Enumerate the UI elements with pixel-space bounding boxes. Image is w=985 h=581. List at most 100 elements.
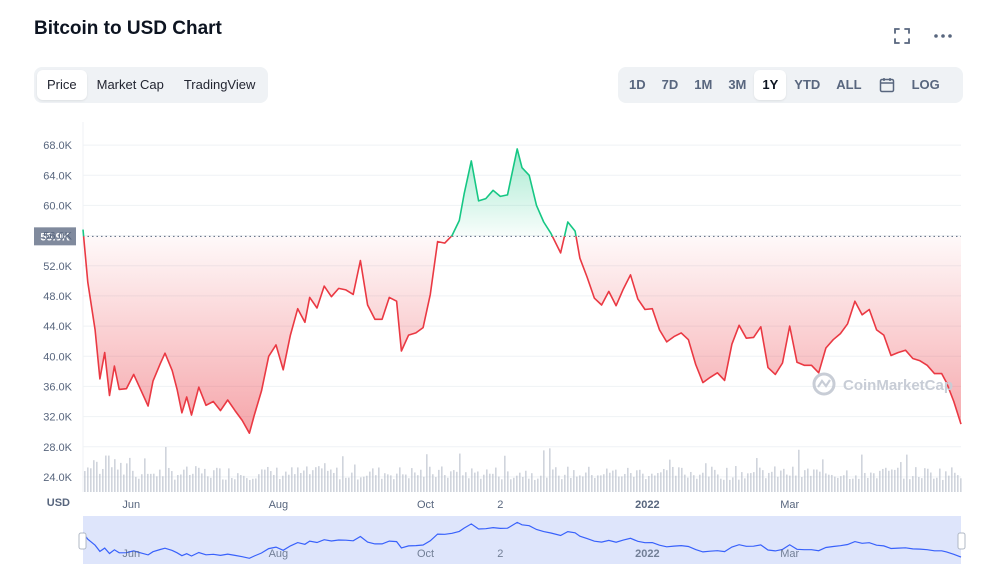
range-7d[interactable]: 7D xyxy=(661,77,679,92)
volume-bar xyxy=(492,473,494,492)
volume-bar xyxy=(777,476,779,492)
volume-bar xyxy=(660,472,662,492)
tab-price[interactable]: Price xyxy=(37,70,87,100)
more-horizontal-icon[interactable] xyxy=(932,26,954,46)
volume-bar xyxy=(531,473,533,492)
y-tick-label: 60.0K xyxy=(43,200,72,212)
volume-bar xyxy=(399,467,401,492)
volume-bar xyxy=(159,469,161,492)
volume-bar xyxy=(927,468,929,492)
volume-bar xyxy=(123,474,125,492)
y-tick-label: 64.0K xyxy=(43,170,72,182)
volume-bar xyxy=(318,466,320,492)
volume-bar xyxy=(234,479,236,492)
volume-bar xyxy=(312,470,314,492)
volume-bar xyxy=(603,474,605,492)
volume-bar xyxy=(198,467,200,492)
tab-market-cap[interactable]: Market Cap xyxy=(96,77,164,92)
volume-bar xyxy=(666,470,668,492)
volume-bar xyxy=(816,469,818,492)
volume-bar xyxy=(423,476,425,492)
volume-bar xyxy=(735,466,737,492)
range-1d[interactable]: 1D xyxy=(629,77,646,92)
volume-bar xyxy=(576,476,578,492)
navigator-line xyxy=(82,521,962,559)
volume-bar xyxy=(417,475,419,492)
log-scale-toggle[interactable]: LOG xyxy=(911,77,940,92)
volume-bar xyxy=(501,479,503,492)
volume-bar xyxy=(303,470,305,492)
volume-bar xyxy=(87,467,89,492)
volume-bar xyxy=(708,476,710,492)
volume-bar xyxy=(390,475,392,492)
volume-bar xyxy=(93,460,95,492)
volume-bar xyxy=(180,474,182,492)
fullscreen-icon[interactable] xyxy=(892,26,912,46)
volume-bar xyxy=(378,467,380,492)
volume-bar xyxy=(951,467,953,492)
navigator-right-handle[interactable] xyxy=(957,532,966,550)
volume-bar xyxy=(783,468,785,492)
volume-bar xyxy=(624,473,626,492)
volume-bar xyxy=(552,469,554,492)
range-ytd[interactable]: YTD xyxy=(794,77,821,92)
y-tick-label: 40.0K xyxy=(43,351,72,363)
volume-bar xyxy=(138,478,140,492)
volume-bar xyxy=(672,466,674,492)
calendar-icon[interactable] xyxy=(876,70,898,100)
volume-bar xyxy=(270,471,272,492)
price-area xyxy=(83,148,961,434)
volume-bar xyxy=(693,475,695,492)
volume-bar xyxy=(897,467,899,492)
volume-bar xyxy=(438,469,440,492)
volume-bar xyxy=(261,469,263,492)
volume-bar xyxy=(348,477,350,492)
volume-bar xyxy=(621,476,623,492)
volume-bar xyxy=(546,477,548,492)
navigator-left-handle[interactable] xyxy=(78,532,87,550)
volume-bar xyxy=(165,447,167,492)
range-3m[interactable]: 3M xyxy=(728,77,747,92)
tab-tradingview[interactable]: TradingView xyxy=(183,77,256,92)
volume-bar xyxy=(957,475,959,492)
volume-bar xyxy=(933,478,935,492)
volume-bar xyxy=(252,478,254,492)
volume-bar xyxy=(711,466,713,492)
volume-bar xyxy=(567,466,569,492)
volume-bar xyxy=(705,463,707,492)
volume-bar xyxy=(861,454,863,492)
y-tick-label: 44.0K xyxy=(43,321,72,333)
range-all[interactable]: ALL xyxy=(836,77,862,92)
range-tabs: 1D 7D 1M 3M 1Y YTD ALL LOG xyxy=(618,67,963,103)
volume-bar xyxy=(177,474,179,492)
range-navigator[interactable]: Jun Aug Oct 2 2022 Mar xyxy=(78,516,966,564)
volume-bar xyxy=(258,474,260,492)
volume-bar xyxy=(459,453,461,492)
volume-bar xyxy=(873,473,875,492)
volume-bar xyxy=(594,477,596,492)
range-1y[interactable]: 1Y xyxy=(754,70,787,100)
x-tick-label: 2 xyxy=(497,499,503,511)
navigator-x-label: Mar xyxy=(780,548,799,560)
volume-bar xyxy=(582,476,584,492)
volume-bar xyxy=(858,478,860,492)
volume-bar xyxy=(534,479,536,492)
volume-bar xyxy=(450,471,452,492)
volume-bar xyxy=(408,478,410,492)
volume-bar xyxy=(750,473,752,492)
price-chart[interactable]: 55.9K 24.0K 28.0K 32.0K 36.0K 40.0K 44.0K 48.0… xyxy=(0,110,985,581)
volume-bar xyxy=(525,470,527,492)
volume-bar xyxy=(822,459,824,492)
x-tick-label: 2022 xyxy=(635,499,659,511)
volume-bar xyxy=(825,473,827,492)
volume-bar xyxy=(504,455,506,492)
volume-bar xyxy=(282,475,284,492)
volume-bar xyxy=(141,474,143,492)
navigator-x-label: Oct xyxy=(417,548,434,560)
range-1m[interactable]: 1M xyxy=(694,77,713,92)
volume-bar xyxy=(645,479,647,492)
volume-bar xyxy=(210,477,212,492)
volume-bar xyxy=(555,467,557,492)
volume-bar xyxy=(228,468,230,492)
volume-bar xyxy=(744,478,746,492)
